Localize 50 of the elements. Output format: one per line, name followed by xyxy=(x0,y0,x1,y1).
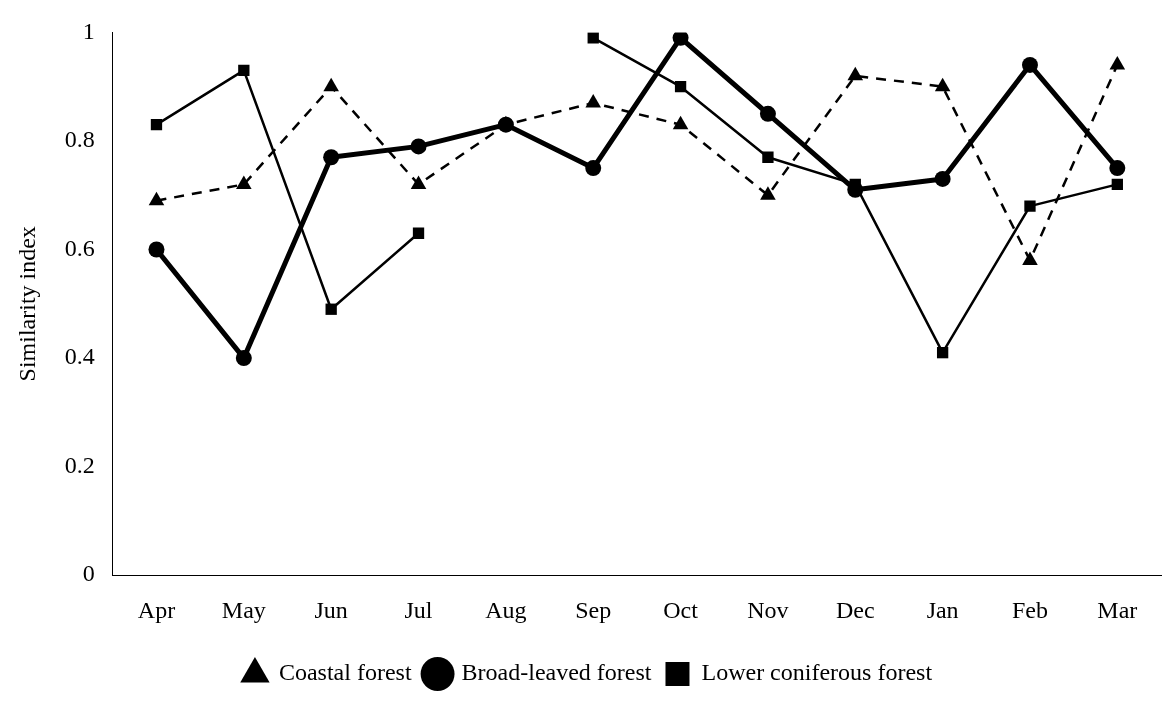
x-tick-label: Feb xyxy=(1011,596,1048,623)
point xyxy=(1021,56,1038,73)
point xyxy=(934,170,951,187)
y-tick-label: 0.2 xyxy=(64,451,95,478)
point xyxy=(760,186,776,200)
point xyxy=(1024,200,1036,212)
legend-label: Broad-leaved forest xyxy=(461,659,652,686)
point xyxy=(150,119,163,131)
y-tick-label: 1 xyxy=(82,17,95,44)
x-tick-label: Jun xyxy=(314,596,348,623)
point xyxy=(585,160,602,177)
point xyxy=(934,77,951,92)
point xyxy=(238,64,250,77)
y-axis-title: Similarity index xyxy=(13,226,40,382)
point xyxy=(759,105,776,122)
y-tick-label: 0.6 xyxy=(64,234,95,261)
x-tick-label: May xyxy=(221,596,266,623)
point xyxy=(672,115,689,130)
point xyxy=(323,149,340,166)
x-tick-label: Sep xyxy=(575,596,612,623)
point xyxy=(323,77,339,92)
x-tick-label: Aug xyxy=(485,596,527,623)
x-tick-label: Jan xyxy=(926,596,959,623)
point xyxy=(148,191,165,206)
point xyxy=(325,303,337,315)
point xyxy=(585,93,602,108)
x-tick-label: Oct xyxy=(663,596,699,623)
x-tick-label: Dec xyxy=(835,596,875,623)
x-tick-label: Jul xyxy=(404,596,433,623)
legend-label: Coastal forest xyxy=(278,659,412,686)
point xyxy=(235,350,252,367)
point xyxy=(236,175,252,189)
point xyxy=(410,175,427,189)
point xyxy=(762,151,774,163)
x-tick-label: Nov xyxy=(747,596,789,623)
point xyxy=(410,138,427,155)
point xyxy=(847,66,864,81)
y-tick-label: 0.8 xyxy=(64,126,95,153)
legend-label: Lower coniferous forest xyxy=(701,659,933,686)
y-tick-label: 0.4 xyxy=(64,343,95,370)
x-tick-label: Mar xyxy=(1097,596,1138,623)
point xyxy=(412,227,425,239)
point xyxy=(674,81,687,93)
y-tick-label: 0 xyxy=(82,560,95,587)
point xyxy=(1109,55,1126,70)
point xyxy=(1111,178,1123,191)
point xyxy=(1109,160,1126,177)
x-tick-label: Apr xyxy=(137,596,176,623)
point xyxy=(148,241,165,258)
point xyxy=(936,347,949,359)
